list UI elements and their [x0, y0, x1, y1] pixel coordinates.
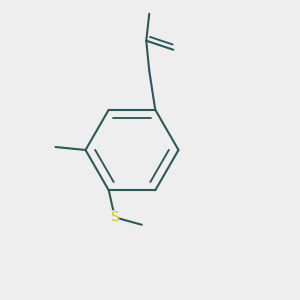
Text: S: S [110, 210, 119, 224]
